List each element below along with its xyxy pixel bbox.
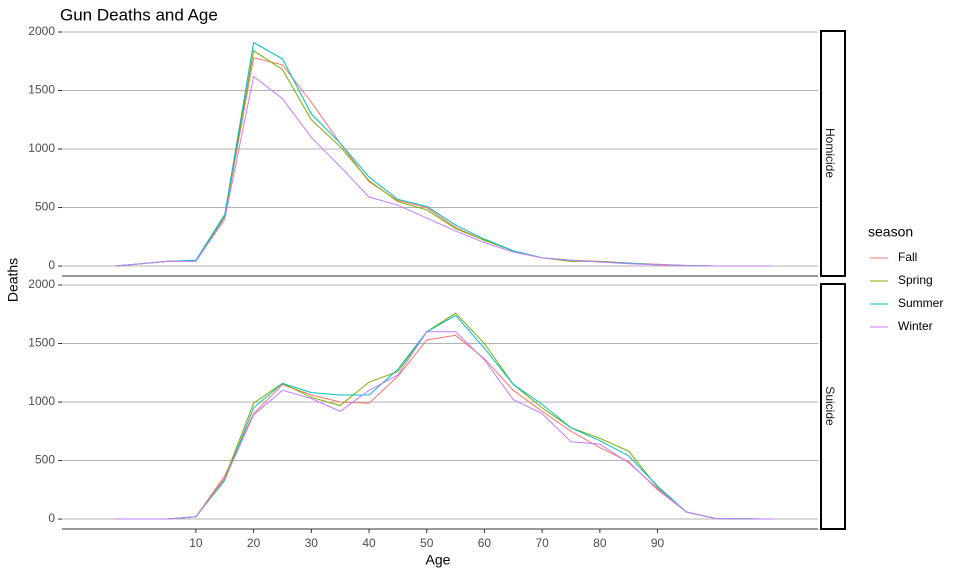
facet-strip — [820, 283, 846, 530]
chart-title: Gun Deaths and Age — [60, 5, 218, 24]
legend-label: Fall — [898, 250, 917, 264]
facet-label: Suicide — [823, 386, 837, 426]
y-tick-label: 500 — [35, 200, 55, 214]
y-tick-label: 1500 — [28, 83, 55, 97]
x-tick-label: 40 — [362, 536, 376, 550]
series-line — [115, 334, 773, 520]
series-line — [115, 41, 773, 267]
y-tick-label: 1500 — [28, 336, 55, 350]
x-tick-label: 50 — [420, 536, 434, 550]
y-axis-title: Deaths — [5, 258, 21, 302]
series-line — [115, 312, 773, 520]
x-tick-label: 90 — [651, 536, 665, 550]
y-tick-label: 1000 — [28, 141, 55, 155]
y-tick-label: 0 — [48, 258, 55, 272]
x-axis-title: Age — [426, 552, 451, 568]
y-tick-label: 2000 — [28, 24, 55, 38]
x-tick-label: 30 — [305, 536, 319, 550]
legend-title: season — [868, 224, 913, 240]
x-tick-label: 20 — [247, 536, 261, 550]
x-tick-label: 10 — [189, 536, 203, 550]
facet-label: Homicide — [823, 128, 837, 178]
facet-strip — [820, 30, 846, 277]
x-tick-label: 80 — [593, 536, 607, 550]
series-line — [115, 314, 773, 520]
x-tick-label: 60 — [478, 536, 492, 550]
x-tick-label: 70 — [535, 536, 549, 550]
legend-label: Winter — [898, 319, 933, 333]
legend-label: Summer — [898, 296, 943, 310]
y-tick-label: 500 — [35, 453, 55, 467]
legend-label: Spring — [898, 273, 933, 287]
series-line — [115, 75, 773, 267]
y-tick-label: 1000 — [28, 394, 55, 408]
series-line — [115, 49, 773, 267]
series-line — [115, 331, 773, 520]
y-tick-label: 2000 — [28, 277, 55, 291]
y-tick-label: 0 — [48, 511, 55, 525]
